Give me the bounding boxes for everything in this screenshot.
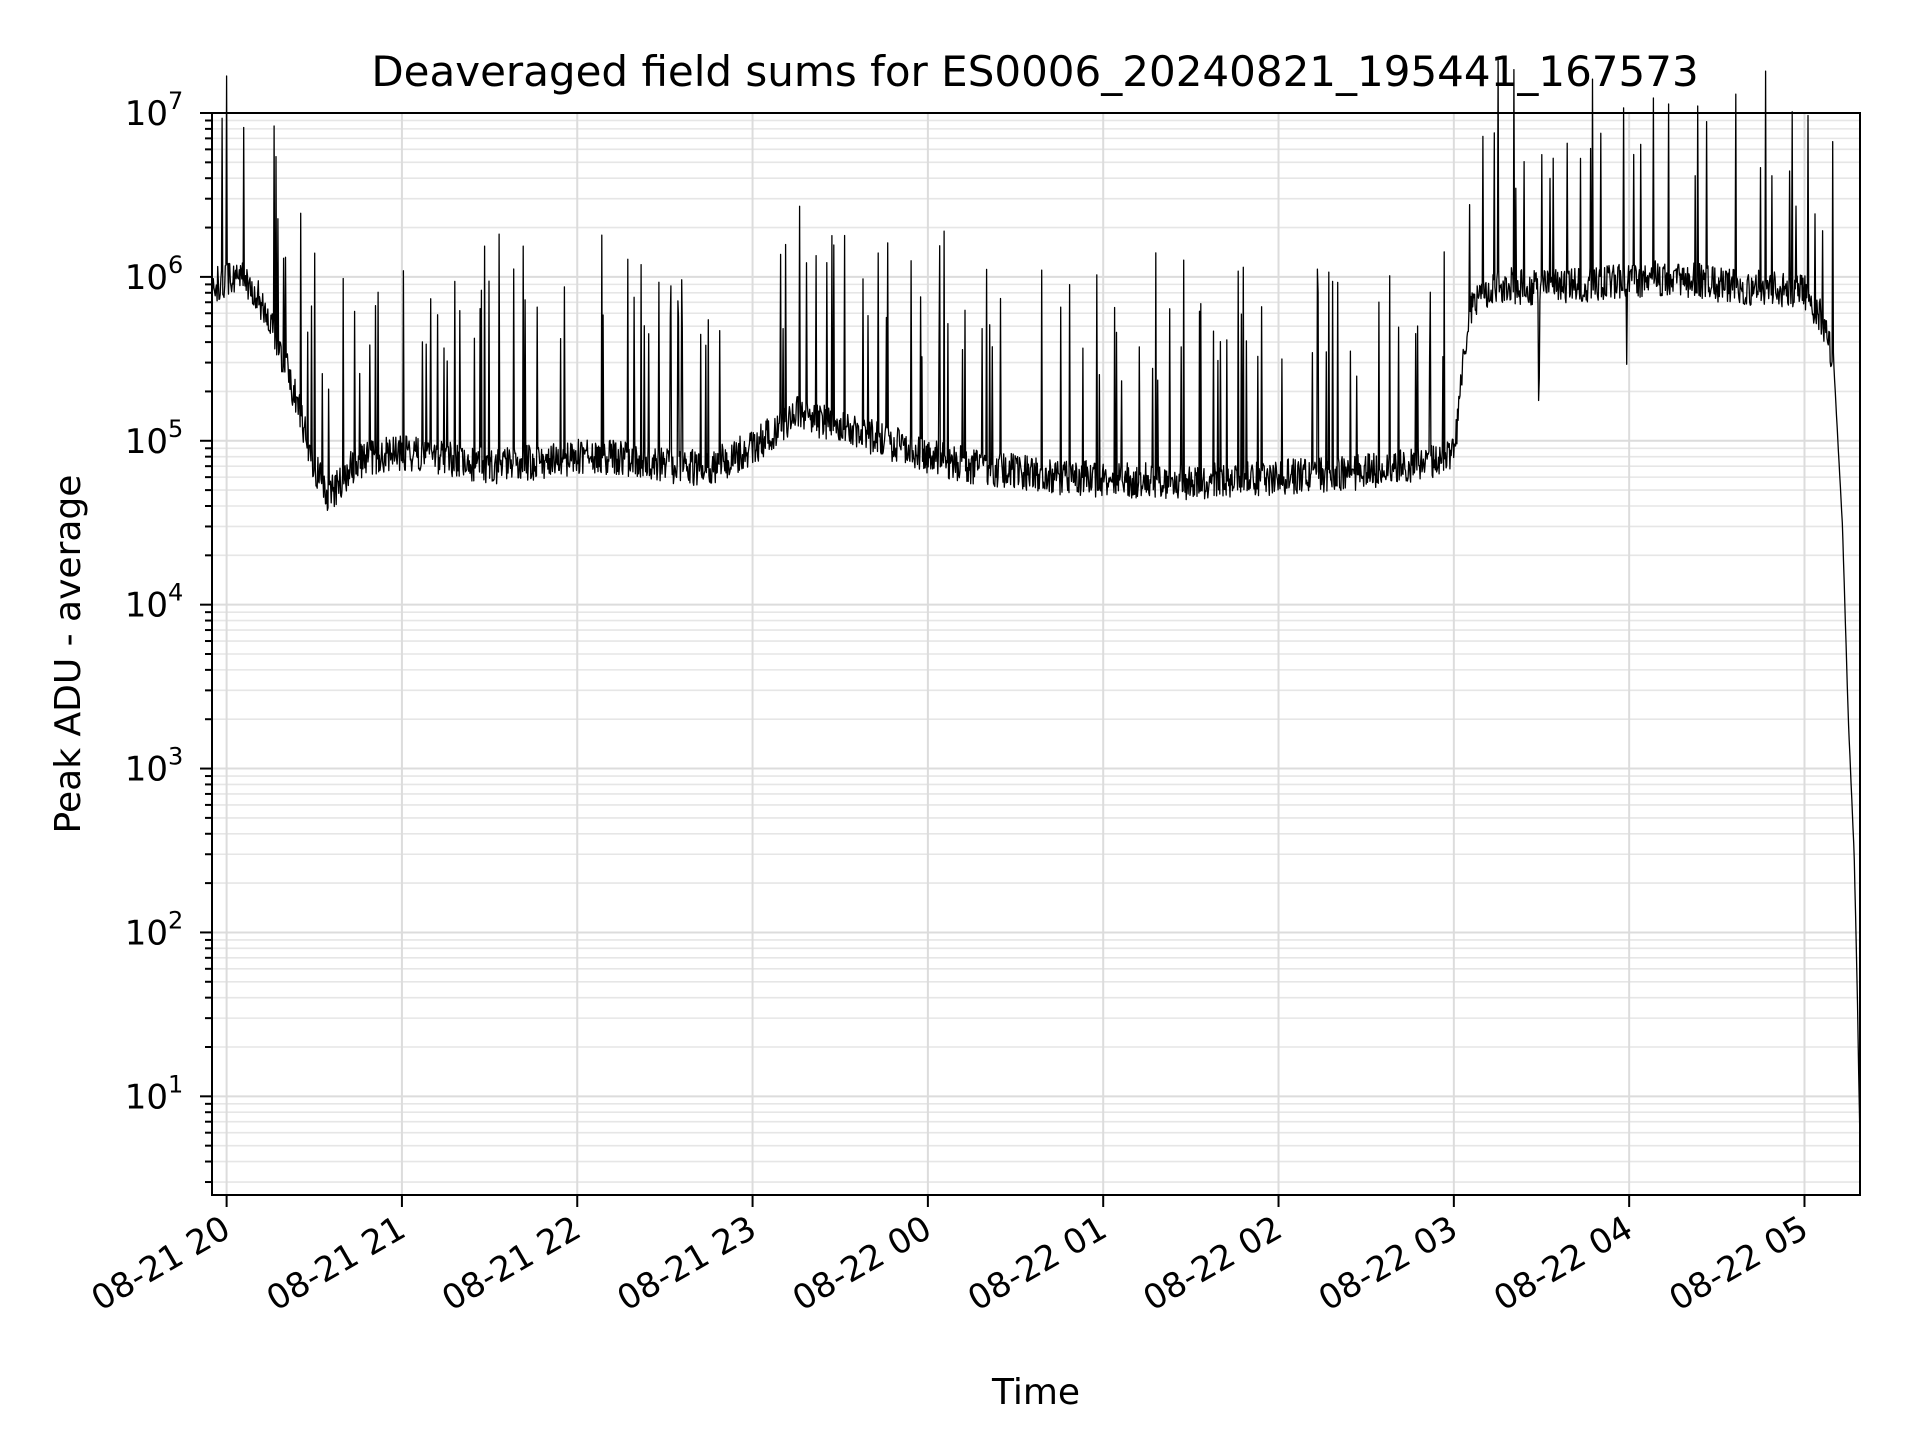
y-tick-exponent: 3 (168, 743, 183, 771)
grid (212, 112, 1860, 1195)
y-tick-label: 10 (125, 422, 168, 462)
y-tick-exponent: 7 (168, 87, 183, 115)
y-tick-label: 10 (125, 94, 168, 134)
y-tick-exponent: 1 (168, 1070, 183, 1098)
x-tick-label: 08-21 21 (260, 1208, 412, 1319)
series-layer (211, 59, 1861, 1146)
x-tick-label: 08-21 22 (435, 1208, 587, 1319)
x-tick-label: 08-21 23 (611, 1208, 763, 1319)
y-tick-label: 10 (125, 1077, 168, 1117)
x-tick-label: 08-21 20 (85, 1208, 237, 1319)
x-tick-label: 08-22 05 (1663, 1208, 1815, 1319)
x-axis: 08-21 20 08-21 21 08-21 22 08-21 23 08-22 00… (85, 1195, 1815, 1319)
y-axis-label: Peak ADU - average (48, 475, 89, 834)
y-tick-exponent: 5 (168, 415, 183, 443)
x-tick-label: 08-22 01 (961, 1208, 1113, 1319)
x-tick-label: 08-22 00 (786, 1208, 938, 1319)
y-tick-exponent: 4 (168, 579, 183, 607)
y-tick-label: 10 (125, 750, 168, 790)
x-tick-label: 08-22 04 (1487, 1208, 1639, 1319)
x-axis-label: Time (991, 1372, 1080, 1413)
y-tick-label: 10 (125, 258, 168, 298)
x-tick-label: 08-22 03 (1312, 1208, 1464, 1319)
x-tick-label: 08-22 02 (1137, 1208, 1289, 1319)
y-tick-exponent: 2 (168, 906, 183, 934)
y-tick-label: 10 (125, 913, 168, 953)
series-line (211, 59, 1861, 1146)
y-tick-exponent: 6 (168, 251, 183, 279)
chart-title: Deaveraged field sums for ES0006_2024082… (371, 47, 1698, 96)
y-tick-label: 10 (125, 586, 168, 626)
